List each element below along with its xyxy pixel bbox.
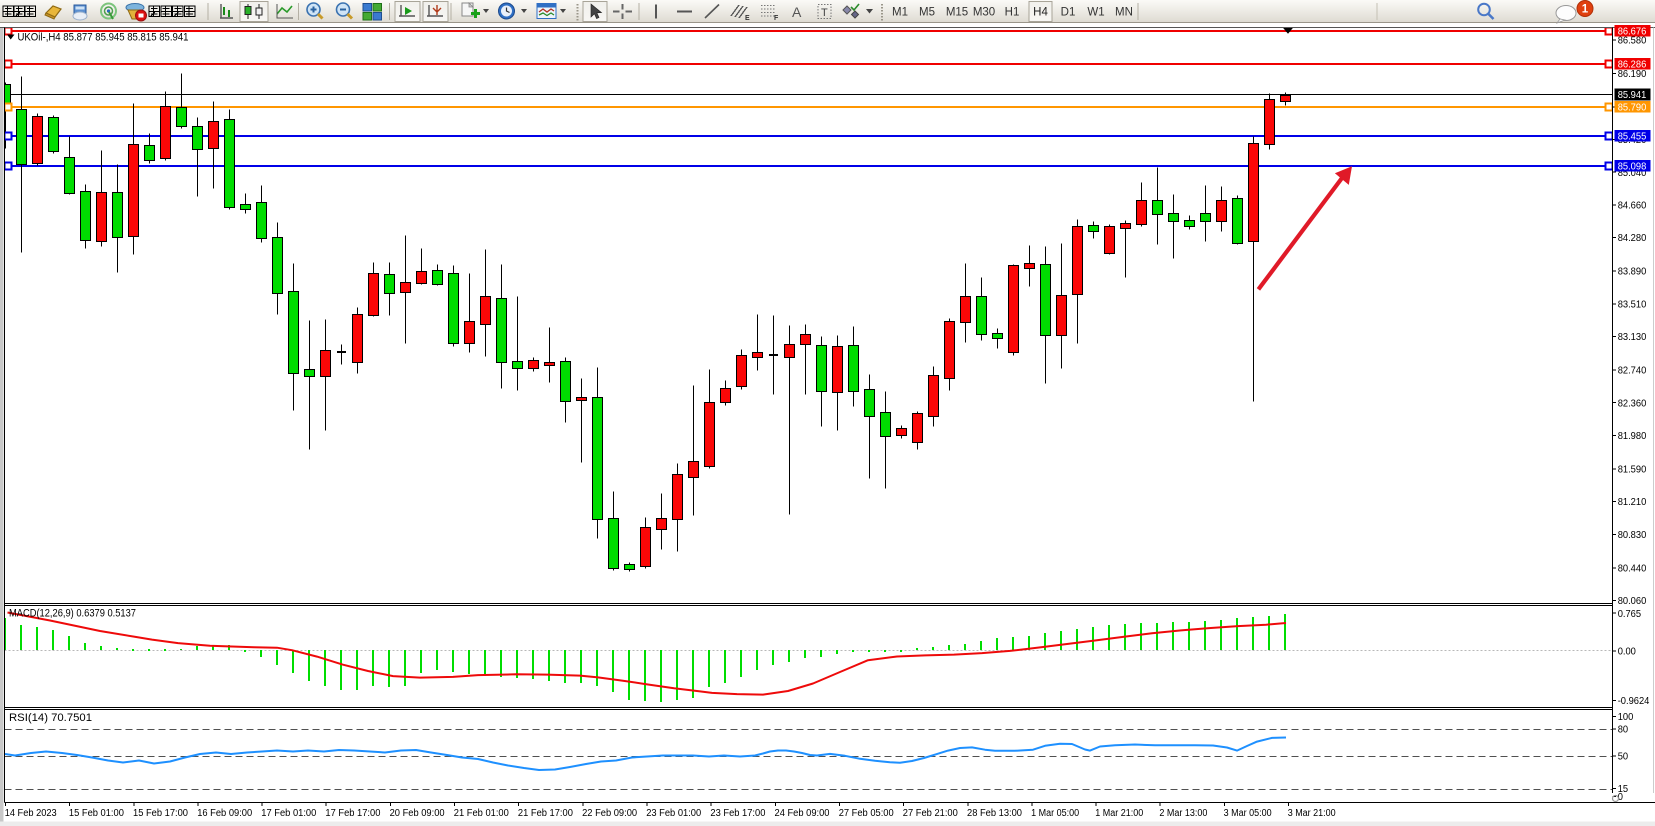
svg-text:27 Feb 21:00: 27 Feb 21:00 bbox=[903, 808, 958, 819]
svg-text:D1: D1 bbox=[1061, 7, 1076, 19]
svg-text:RSI(14) 70.7501: RSI(14) 70.7501 bbox=[9, 712, 92, 724]
svg-text:27 Feb 05:00: 27 Feb 05:00 bbox=[839, 808, 894, 819]
svg-text:23 Feb 01:00: 23 Feb 01:00 bbox=[646, 808, 701, 819]
svg-text:86.676: 86.676 bbox=[1618, 26, 1647, 37]
svg-text:83.890: 83.890 bbox=[1618, 267, 1647, 278]
svg-text:H4: H4 bbox=[1033, 7, 1048, 19]
svg-text:1: 1 bbox=[1582, 4, 1589, 16]
svg-text:24 Feb 09:00: 24 Feb 09:00 bbox=[775, 808, 830, 819]
svg-text:28 Feb 13:00: 28 Feb 13:00 bbox=[967, 808, 1022, 819]
svg-text:15 Feb 01:00: 15 Feb 01:00 bbox=[69, 808, 124, 819]
svg-text:85.098: 85.098 bbox=[1618, 161, 1647, 172]
svg-text:0.765: 0.765 bbox=[1618, 609, 1642, 620]
svg-text:F: F bbox=[774, 15, 779, 22]
svg-text:83.510: 83.510 bbox=[1618, 299, 1647, 310]
svg-text:83.130: 83.130 bbox=[1618, 332, 1647, 343]
svg-text:H1: H1 bbox=[1005, 7, 1020, 19]
svg-text:85.040: 85.040 bbox=[1618, 168, 1647, 179]
svg-text:80.440: 80.440 bbox=[1618, 563, 1647, 574]
svg-text:22 Feb 09:00: 22 Feb 09:00 bbox=[582, 808, 637, 819]
svg-text:M15: M15 bbox=[946, 7, 968, 19]
svg-text:81.210: 81.210 bbox=[1618, 497, 1647, 508]
svg-text:85.941: 85.941 bbox=[1618, 90, 1647, 101]
svg-text:17 Feb 17:00: 17 Feb 17:00 bbox=[325, 808, 380, 819]
svg-text:M5: M5 bbox=[919, 7, 935, 19]
svg-text:MACD(12,26,9) 0.6379 0.5137: MACD(12,26,9) 0.6379 0.5137 bbox=[9, 608, 136, 620]
svg-text:81.590: 81.590 bbox=[1618, 465, 1647, 476]
svg-text:85.790: 85.790 bbox=[1618, 102, 1647, 113]
svg-text:M1: M1 bbox=[892, 7, 908, 19]
svg-text:E: E bbox=[745, 15, 750, 22]
svg-text:T: T bbox=[821, 7, 828, 19]
svg-text:86.190: 86.190 bbox=[1618, 69, 1647, 80]
svg-text:23 Feb 17:00: 23 Feb 17:00 bbox=[710, 808, 765, 819]
svg-text:M30: M30 bbox=[973, 7, 995, 19]
svg-text:MN: MN bbox=[1115, 7, 1133, 19]
svg-text:50: 50 bbox=[1618, 752, 1629, 763]
svg-text:82.740: 82.740 bbox=[1618, 366, 1647, 377]
svg-text:81.980: 81.980 bbox=[1618, 431, 1647, 442]
svg-text:3 Mar 21:00: 3 Mar 21:00 bbox=[1288, 808, 1336, 819]
svg-text:82.360: 82.360 bbox=[1618, 398, 1647, 409]
svg-text:0.00: 0.00 bbox=[1618, 646, 1636, 657]
svg-text:1 Mar 05:00: 1 Mar 05:00 bbox=[1031, 808, 1079, 819]
svg-text:80.830: 80.830 bbox=[1618, 530, 1647, 541]
svg-text:21 Feb 17:00: 21 Feb 17:00 bbox=[518, 808, 573, 819]
svg-text:3 Mar 05:00: 3 Mar 05:00 bbox=[1224, 808, 1272, 819]
svg-text:W1: W1 bbox=[1087, 7, 1104, 19]
svg-text:100: 100 bbox=[1618, 712, 1634, 723]
svg-text:-0.9624: -0.9624 bbox=[1618, 696, 1650, 707]
svg-text:20 Feb 09:00: 20 Feb 09:00 bbox=[390, 808, 445, 819]
svg-text:80: 80 bbox=[1618, 725, 1629, 736]
svg-text:15: 15 bbox=[1618, 784, 1629, 795]
svg-text:84.660: 84.660 bbox=[1618, 201, 1647, 212]
svg-text:86.286: 86.286 bbox=[1618, 59, 1647, 70]
svg-text:1 Mar 21:00: 1 Mar 21:00 bbox=[1095, 808, 1143, 819]
svg-text:86.580: 86.580 bbox=[1618, 35, 1647, 46]
svg-text:85.455: 85.455 bbox=[1618, 131, 1647, 142]
svg-text:80.060: 80.060 bbox=[1618, 596, 1647, 607]
svg-text:84.280: 84.280 bbox=[1618, 233, 1647, 244]
svg-text:16 Feb 09:00: 16 Feb 09:00 bbox=[197, 808, 252, 819]
svg-text:21 Feb 01:00: 21 Feb 01:00 bbox=[454, 808, 509, 819]
svg-text:A: A bbox=[792, 4, 802, 20]
svg-text:0: 0 bbox=[1618, 792, 1623, 803]
svg-text:14 Feb 2023: 14 Feb 2023 bbox=[5, 808, 57, 819]
svg-text:UKOil-,H4 85.877 85.945 85.81: UKOil-,H4 85.877 85.945 85.815 85.941 bbox=[18, 32, 189, 44]
svg-text:17 Feb 01:00: 17 Feb 01:00 bbox=[261, 808, 316, 819]
svg-text:2 Mar 13:00: 2 Mar 13:00 bbox=[1159, 808, 1207, 819]
svg-text:15 Feb 17:00: 15 Feb 17:00 bbox=[133, 808, 188, 819]
